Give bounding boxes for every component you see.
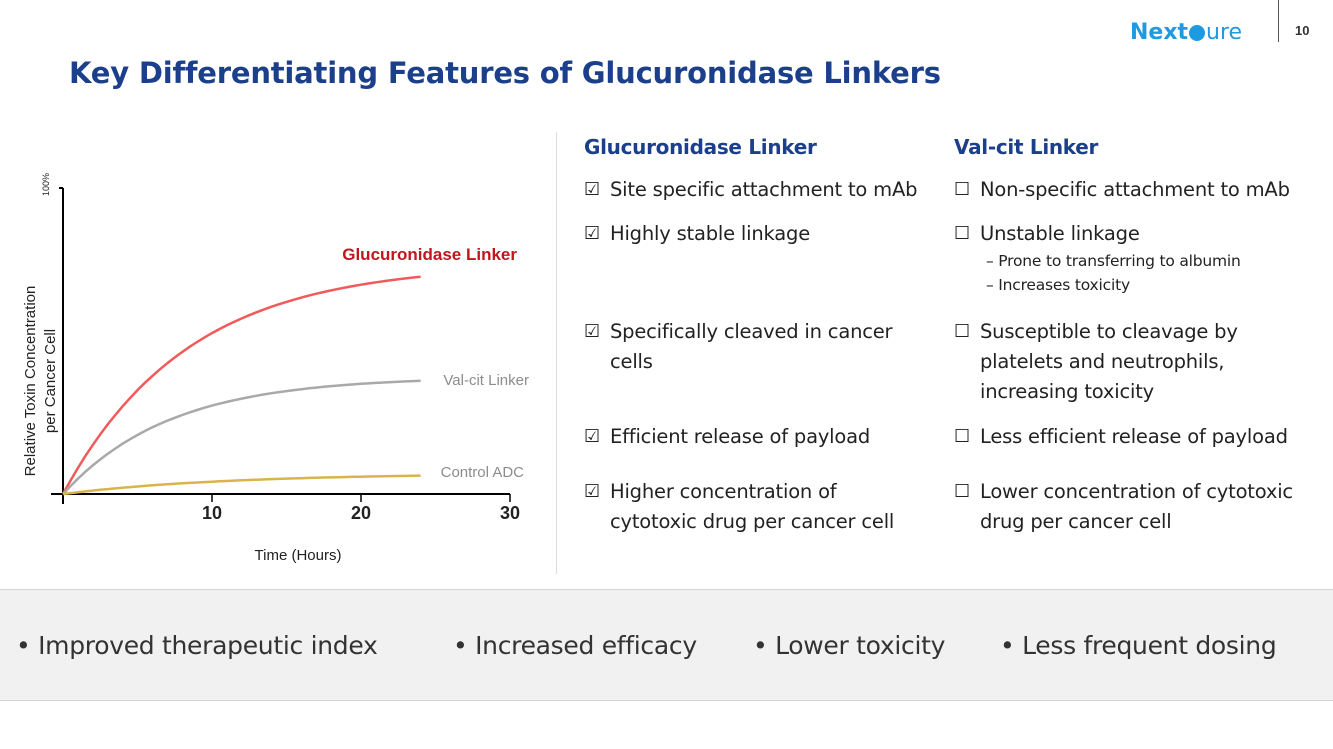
- benefit-item: • Improved therapeutic index: [16, 630, 378, 660]
- left-item: ☑ Site specific attachment to mAb: [584, 175, 917, 205]
- right-item: ☐ Non-specific attachment to mAb: [954, 175, 1290, 205]
- left-item-text: Highly stable linkage: [610, 222, 810, 245]
- series-line: [61, 275, 421, 495]
- empty-box-icon: ☐: [954, 426, 970, 447]
- logo-divider: [1278, 0, 1279, 42]
- glucuronidase-heading: Glucuronidase Linker: [584, 135, 817, 159]
- right-item-text: Non-specific attachment to mAb: [980, 178, 1290, 201]
- right-item: ☐ Lower concentration of cytotoxic drug …: [954, 477, 1329, 537]
- column-divider: [556, 132, 557, 574]
- y-axis-label: Relative Toxin Concentration: [22, 286, 39, 477]
- slide-title: Key Differentiating Features of Glucuron…: [69, 56, 941, 90]
- empty-box-icon: ☐: [954, 481, 970, 502]
- left-item-text: Site specific attachment to mAb: [610, 178, 918, 201]
- series-label: Control ADC: [441, 464, 525, 481]
- series-label: Val-cit Linker: [443, 372, 529, 389]
- logo-text-cure: ure: [1206, 19, 1243, 45]
- right-item: ☐ Less efficient release of payload: [954, 422, 1288, 452]
- y-axis-label-line2: per Cancer Cell: [42, 329, 59, 433]
- checked-box-icon: ☑: [584, 179, 600, 200]
- checked-box-icon: ☑: [584, 481, 600, 502]
- chart-axes: [51, 187, 510, 504]
- logo-dot-icon: [1189, 25, 1206, 41]
- valcit-column: Val-cit Linker ☐ Non-specific attachment…: [954, 135, 1332, 533]
- right-subitem: – Increases toxicity: [986, 276, 1130, 294]
- benefit-item: • Less frequent dosing: [1000, 630, 1277, 660]
- valcit-heading: Val-cit Linker: [954, 135, 1099, 159]
- series-line: [62, 474, 421, 496]
- checked-box-icon: ☑: [584, 426, 600, 447]
- chart-svg: 100% 10 20 30 Glucuronidase Linker Val-cit L…: [22, 173, 529, 564]
- nextcure-logo: Next ure: [1130, 12, 1242, 52]
- x-tick-label: 30: [500, 503, 520, 523]
- page-number: 10: [1295, 23, 1310, 38]
- right-item-text: Less efficient release of payload: [980, 425, 1288, 448]
- benefit-item: • Increased efficacy: [453, 630, 697, 660]
- left-item: ☑ Higher concentration of cytotoxic drug…: [584, 477, 929, 537]
- checked-box-icon: ☑: [584, 223, 600, 244]
- right-item-text: Susceptible to cleavage by platelets and…: [980, 320, 1238, 403]
- logo-text-next: Next: [1130, 19, 1189, 45]
- benefit-item: • Lower toxicity: [753, 630, 946, 660]
- series-line: [62, 379, 421, 495]
- x-tick-label: 20: [351, 503, 371, 523]
- right-item: ☐ Unstable linkage – Prone to transferri…: [954, 219, 1241, 297]
- right-item-text: Lower concentration of cytotoxic drug pe…: [980, 480, 1293, 533]
- left-item-text: Efficient release of payload: [610, 425, 871, 448]
- right-item: ☐ Susceptible to cleavage by platelets a…: [954, 317, 1254, 407]
- benefits-banner: • Improved therapeutic index • Increased…: [0, 589, 1333, 701]
- y-top-tick-label: 100%: [41, 173, 51, 196]
- left-item: ☑ Specifically cleaved in cancer cells: [584, 317, 924, 377]
- series-label: Glucuronidase Linker: [342, 245, 517, 264]
- checked-box-icon: ☑: [584, 321, 600, 342]
- right-subitem: – Prone to transferring to albumin: [986, 252, 1241, 270]
- left-item: ☑ Highly stable linkage: [584, 219, 810, 249]
- empty-box-icon: ☐: [954, 321, 970, 342]
- x-axis-label: Time (Hours): [255, 547, 342, 564]
- left-item: ☑ Efficient release of payload: [584, 422, 870, 452]
- right-item-text: Unstable linkage: [980, 222, 1140, 245]
- left-item-text: Higher concentration of cytotoxic drug p…: [610, 480, 895, 533]
- empty-box-icon: ☐: [954, 179, 970, 200]
- x-tick-label: 10: [202, 503, 222, 523]
- toxin-concentration-chart: 100% 10 20 30 Glucuronidase Linker Val-cit L…: [0, 150, 550, 585]
- glucuronidase-column: Glucuronidase Linker ☑ Site specific att…: [584, 135, 944, 533]
- left-item-text: Specifically cleaved in cancer cells: [610, 320, 893, 373]
- empty-box-icon: ☐: [954, 223, 970, 244]
